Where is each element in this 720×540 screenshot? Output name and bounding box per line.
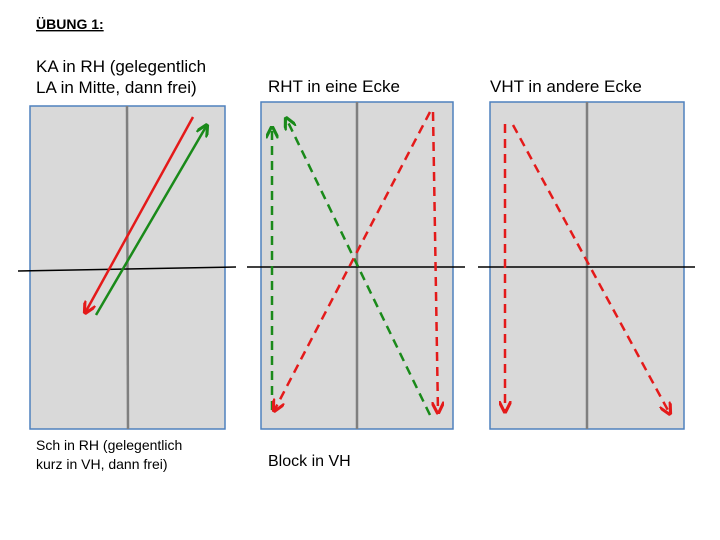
heading: RHT in eine Ecke bbox=[268, 77, 400, 96]
caption: Block in VH bbox=[268, 453, 351, 470]
arrow bbox=[85, 116, 195, 313]
arrow bbox=[274, 111, 432, 411]
heading: LA in Mitte, dann frei) bbox=[36, 78, 197, 97]
arrow bbox=[433, 111, 438, 413]
arrow bbox=[511, 124, 670, 414]
center-line bbox=[125, 105, 130, 430]
heading: KA in RH (gelegentlich bbox=[36, 57, 206, 76]
caption: kurz in VH, dann frei) bbox=[36, 456, 168, 472]
arrow bbox=[94, 125, 207, 316]
arrow bbox=[286, 118, 432, 416]
heading: VHT in andere Ecke bbox=[490, 77, 642, 96]
title: ÜBUNG 1: bbox=[36, 16, 104, 32]
horizontal-line bbox=[17, 266, 237, 272]
caption: Sch in RH (gelegentlich bbox=[36, 437, 182, 453]
